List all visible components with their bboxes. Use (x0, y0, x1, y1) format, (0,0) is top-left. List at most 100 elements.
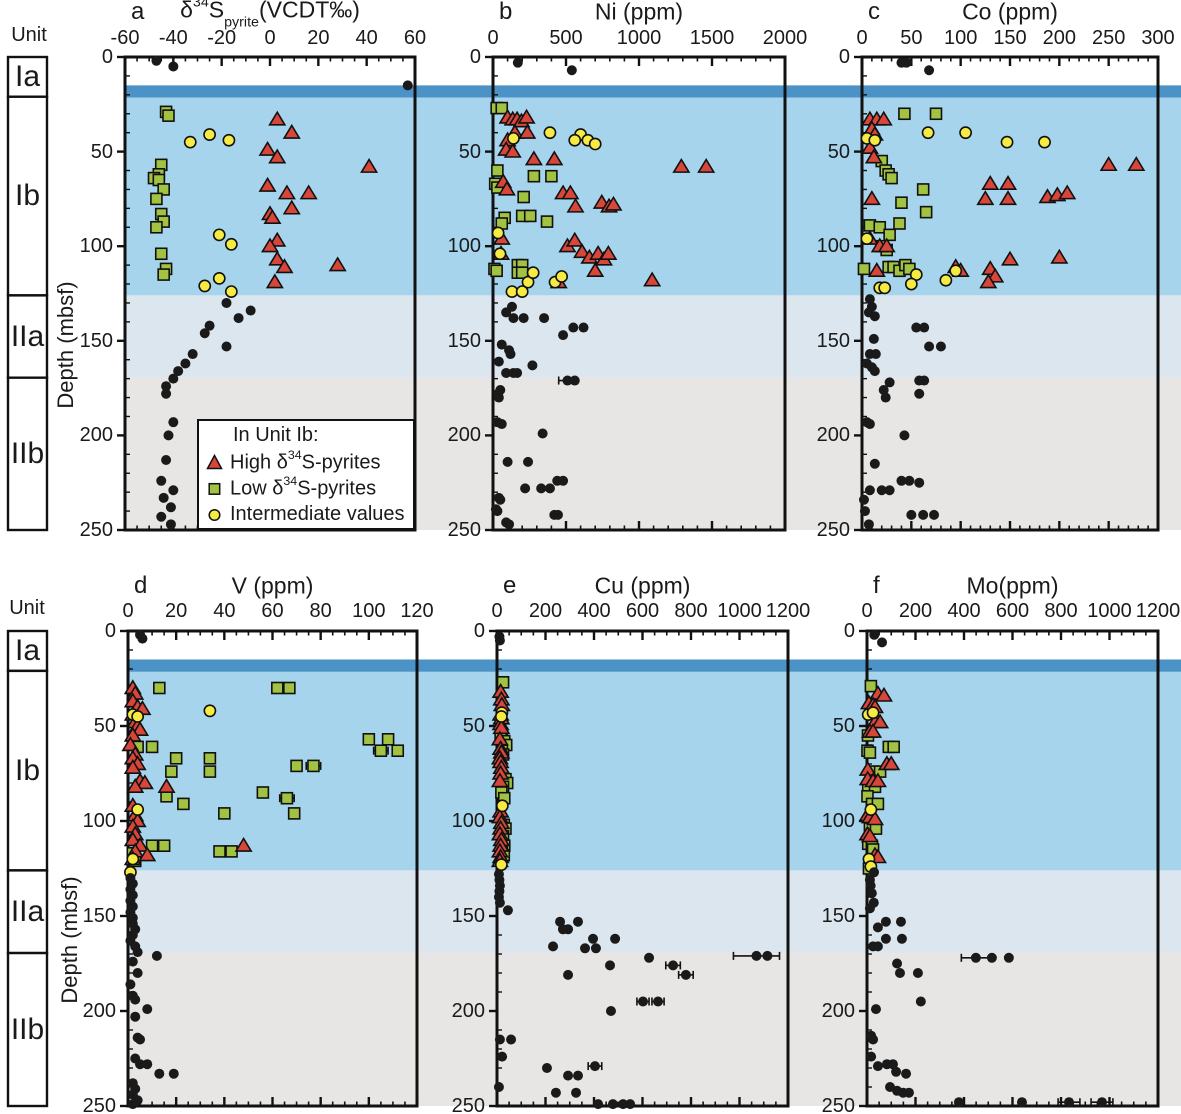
bulk-sample-marker (866, 1051, 877, 1062)
low-d34s-pyrite-marker (157, 183, 170, 196)
low-d34s-pyrite-marker (381, 732, 395, 746)
bulk-sample-marker (502, 905, 513, 916)
high-d34s-pyrite-marker (121, 736, 140, 752)
high-d34s-pyrite-marker (604, 195, 623, 211)
high-d34s-pyrite-marker (497, 180, 516, 196)
bulk-sample-marker (1064, 1097, 1075, 1108)
bulk-sample-marker (523, 456, 534, 467)
bulk-sample-marker (555, 916, 566, 927)
intermediate-value-marker (198, 279, 212, 293)
high-d34s-pyrite-marker (877, 237, 896, 253)
low-d34s-pyrite-marker (527, 169, 541, 183)
bulk-sample-marker (605, 1006, 616, 1016)
high-d34s-pyrite-marker (999, 175, 1018, 190)
bulk-sample-marker (165, 502, 176, 513)
bulk-sample-marker (876, 485, 887, 496)
bulk-sample-marker (953, 1097, 964, 1108)
low-d34s-pyrite-marker (290, 759, 303, 773)
low-d34s-pyrite-marker (213, 845, 226, 858)
low-d34s-pyrite-marker (491, 164, 504, 177)
high-d34s-pyrite-marker (565, 231, 584, 247)
low-d34s-pyrite-marker (157, 839, 171, 853)
bulk-sample-marker (173, 366, 184, 377)
bulk-sample-marker (906, 509, 917, 520)
unit-iia-pale-blue-band (125, 295, 1181, 378)
high-d34s-pyrite-marker (299, 184, 318, 200)
low-d34s-pyrite-marker (490, 264, 503, 278)
high-d34s-pyrite-marker (868, 772, 887, 788)
legend-items: High δ34S-pyrites Low δ34S-pyrites Interme… (206, 448, 413, 527)
intermediate-value-marker (203, 128, 216, 141)
bulk-sample-marker (884, 377, 895, 388)
bulk-sample-marker (919, 375, 930, 386)
bulk-sample-marker (637, 996, 648, 1007)
high-d34s-pyrite-marker (561, 184, 580, 200)
bulk-sample-marker (161, 388, 172, 399)
high-d34s-pyrite-marker (131, 721, 150, 737)
intermediate-value-marker (507, 131, 520, 145)
bulk-sample-marker (495, 494, 506, 505)
legend-item-label: Low δ34S-pyrites (230, 473, 377, 500)
high-d34s-pyrite-marker (566, 197, 585, 213)
bulk-sample-marker (572, 1070, 583, 1081)
low-d34s-pyrite-marker (883, 228, 896, 242)
bulk-sample-marker (578, 322, 589, 333)
low-d34s-pyrite-marker (885, 171, 898, 185)
low-d34s-pyrite-marker (162, 109, 175, 122)
low-d34s-pyrite-marker (895, 196, 908, 209)
bulk-sample-marker (625, 1099, 636, 1110)
low-d34s-pyrite-marker (374, 744, 388, 758)
triangle-legend-icon (206, 454, 223, 470)
high-d34s-pyrite-marker (518, 123, 537, 139)
bulk-sample-marker (221, 341, 232, 352)
bulk-sample-marker (859, 506, 870, 517)
bulk-sample-marker (588, 933, 599, 944)
bulk-sample-marker (872, 922, 883, 933)
bulk-sample-marker (970, 952, 981, 963)
unit-box-iib (6, 376, 49, 532)
low-d34s-pyrite-marker (203, 751, 217, 765)
bulk-sample-marker (986, 952, 997, 963)
bulk-sample-marker (550, 1087, 561, 1098)
bulk-sample-marker (154, 1068, 165, 1079)
bulk-sample-marker (493, 356, 504, 367)
intermediate-value-marker (131, 710, 145, 723)
bulk-sample-marker (901, 1068, 912, 1079)
bulk-sample-marker (536, 483, 547, 494)
bulk-sample-marker (497, 1051, 508, 1062)
bulk-sample-marker (563, 969, 574, 980)
bulk-sample-marker (493, 1082, 504, 1092)
bulk-sample-marker (864, 485, 875, 496)
bulk-sample-marker (168, 417, 179, 428)
low-d34s-pyrite-marker (362, 732, 376, 746)
bulk-sample-marker (130, 1011, 141, 1022)
unit-ia-dark-blue-band (128, 659, 1181, 672)
high-d34s-pyrite-marker (882, 755, 901, 771)
unit-iia-pale-blue-band (128, 870, 1181, 954)
legend-item-high: High δ34S-pyrites (206, 448, 413, 475)
high-d34s-pyrite-marker (360, 157, 379, 173)
unit-box-ib (6, 95, 49, 297)
intermediate-value-marker (878, 281, 892, 295)
bulk-sample-marker (151, 950, 162, 961)
intermediate-value-marker (212, 228, 226, 242)
high-d34s-pyrite-marker (517, 108, 536, 124)
bulk-sample-marker (168, 485, 179, 496)
bulk-sample-marker (869, 867, 880, 878)
bulk-sample-marker (880, 916, 891, 927)
high-d34s-pyrite-marker (1000, 250, 1020, 266)
intermediate-value-marker (868, 133, 882, 147)
bulk-sample-marker (132, 968, 143, 978)
low-d34s-pyrite-marker (863, 746, 877, 759)
bulk-sample-marker (518, 313, 529, 324)
bulk-sample-marker (605, 960, 616, 971)
bulk-sample-marker (492, 506, 503, 517)
bulk-sample-marker (607, 1099, 618, 1110)
bulk-sample-marker (127, 956, 138, 967)
intermediate-value-marker (526, 266, 540, 280)
low-d34s-pyrite-marker (864, 679, 878, 693)
intermediate-value-marker (1038, 135, 1051, 149)
bulk-sample-marker (863, 519, 874, 530)
